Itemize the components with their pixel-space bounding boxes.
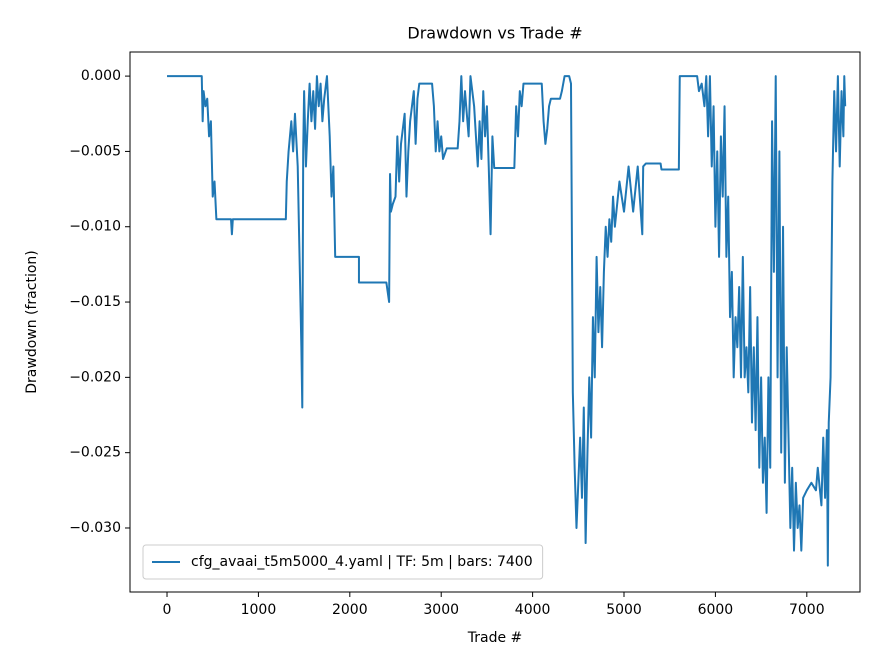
- y-tick-label: −0.030: [69, 520, 121, 536]
- plot-frame: [129, 51, 861, 593]
- chart-title: Drawdown vs Trade #: [407, 24, 582, 43]
- y-tick-label: 0.000: [81, 68, 121, 84]
- y-tick-label: −0.005: [69, 143, 121, 159]
- y-axis-label: Drawdown (fraction): [24, 250, 40, 394]
- x-tick-label: 0: [163, 602, 172, 618]
- x-tick-label: 5000: [606, 602, 642, 618]
- x-tick-label: 3000: [423, 602, 459, 618]
- x-tick-label: 2000: [332, 602, 368, 618]
- x-tick-label: 6000: [698, 602, 734, 618]
- line-series: [167, 75, 847, 567]
- x-tick-label: 4000: [515, 602, 551, 618]
- y-tick-label: −0.025: [69, 445, 121, 461]
- y-tick-label: −0.010: [69, 219, 121, 235]
- legend-box: [142, 544, 544, 580]
- y-tick-label: −0.020: [69, 369, 121, 385]
- x-tick-label: 1000: [241, 602, 277, 618]
- y-tick-label: −0.015: [69, 294, 121, 310]
- x-tick-label: 7000: [789, 602, 825, 618]
- x-axis-label: Trade #: [467, 630, 523, 646]
- legend-label: cfg_avaai_t5m5000_4.yaml | TF: 5m | bars…: [191, 554, 533, 570]
